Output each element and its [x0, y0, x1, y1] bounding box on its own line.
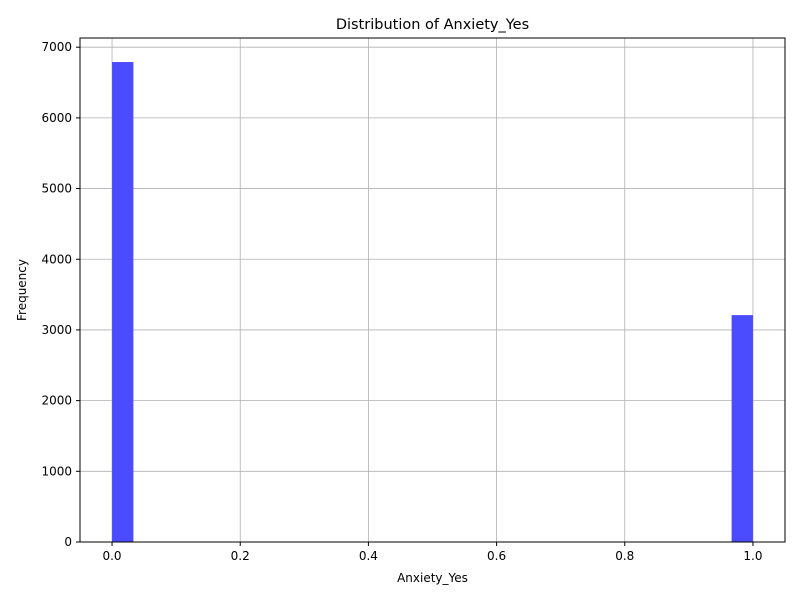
chart-title: Distribution of Anxiety_Yes	[336, 17, 529, 33]
y-axis-title: Frequency	[15, 259, 29, 321]
y-tick-label: 5000	[41, 182, 72, 196]
x-tick-label: 0.8	[615, 549, 634, 563]
grid-layer	[80, 38, 785, 543]
y-tick-label: 6000	[41, 111, 72, 125]
bars-layer	[112, 62, 753, 542]
y-tick-label: 1000	[41, 464, 72, 478]
x-tick-label: 0.4	[359, 549, 378, 563]
x-tick-label: 1.0	[743, 549, 762, 563]
y-tick-label: 2000	[41, 394, 72, 408]
x-axis-title: Anxiety_Yes	[397, 571, 468, 585]
x-tick-label: 0.6	[487, 549, 506, 563]
histogram-bar-1	[731, 315, 753, 542]
plot-frame	[79, 37, 786, 543]
ticks-layer: 0.0 0.2 0.4 0.6 0.8 1.0 0 1000 2000 3000 4000 5000 6…	[41, 40, 762, 563]
y-tick-label: 0	[64, 535, 72, 549]
y-tick-label: 7000	[41, 40, 72, 54]
y-tick-label: 3000	[41, 323, 72, 337]
x-tick-label: 0.0	[102, 549, 121, 563]
y-tick-label: 4000	[41, 252, 72, 266]
x-tick-label: 0.2	[231, 549, 250, 563]
histogram-bar-0	[112, 62, 134, 542]
